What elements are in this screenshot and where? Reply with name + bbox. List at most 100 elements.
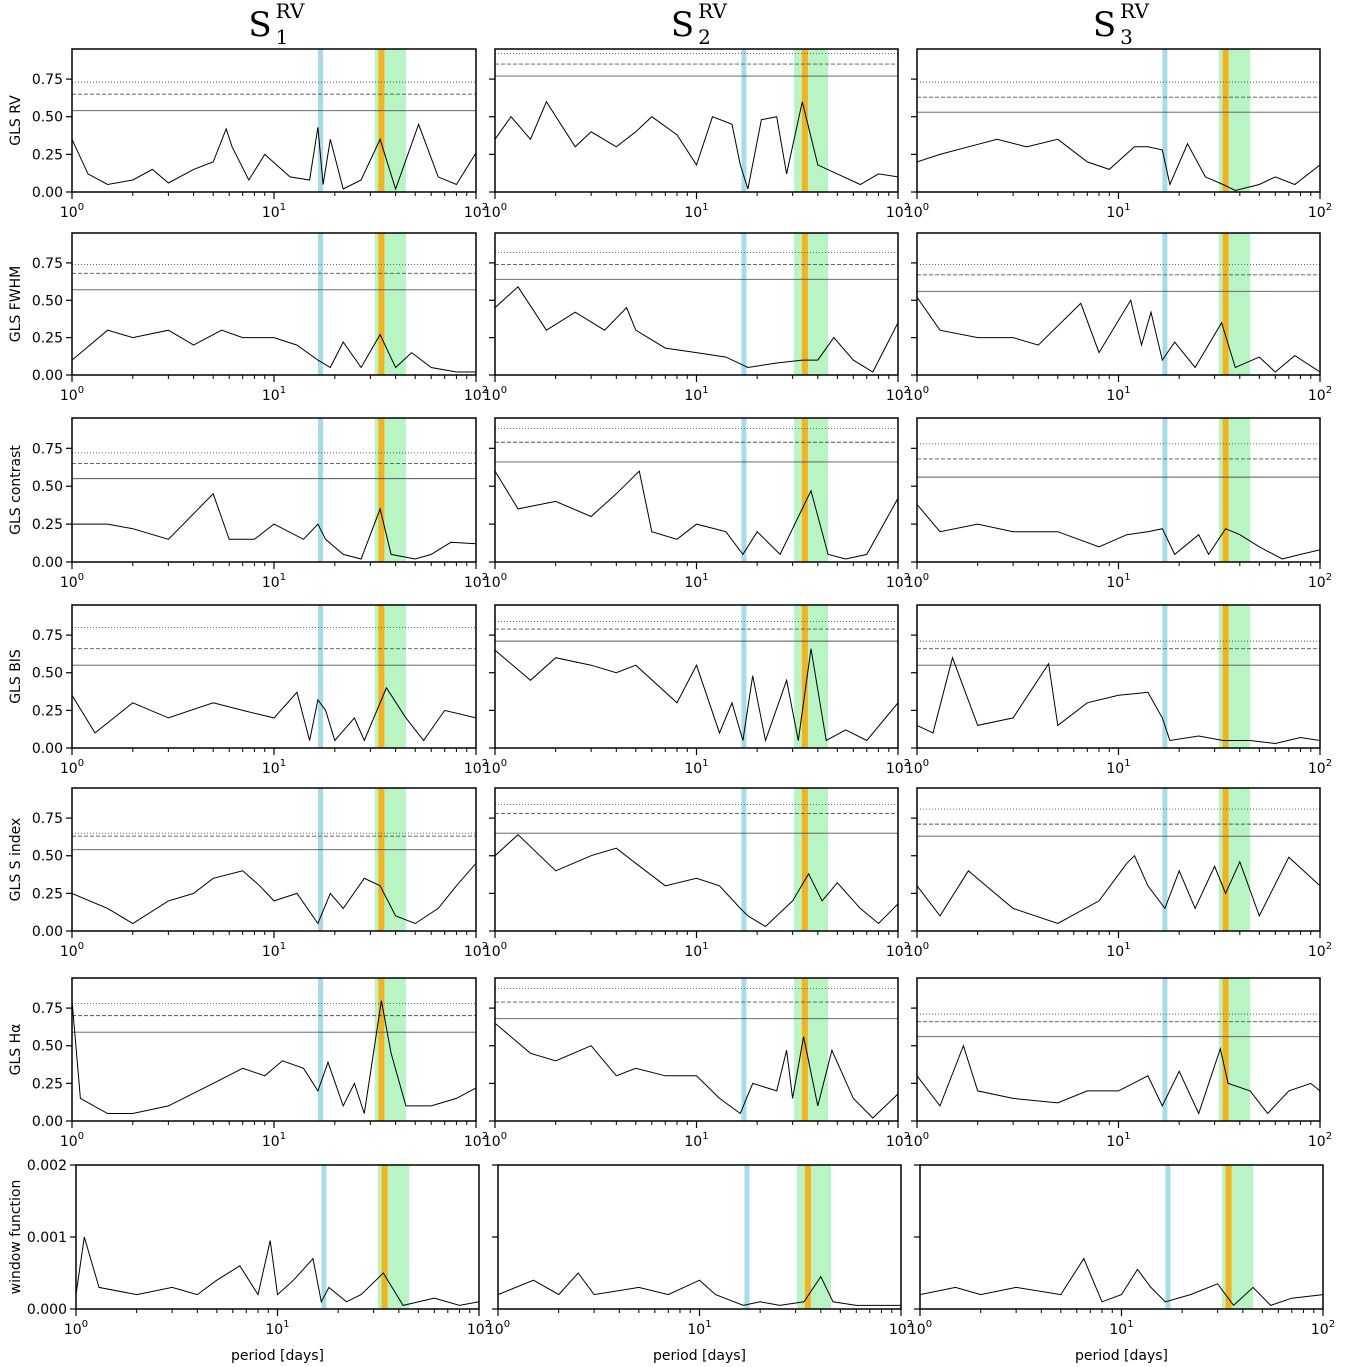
column-title-1-sub: 1	[276, 25, 289, 49]
column-title-1-sup: RV	[276, 0, 305, 23]
panel-content-r1c1	[72, 49, 476, 192]
x-tick-label-exp-r3c2: 1	[702, 572, 708, 583]
panel-frame-r2c3	[916, 232, 1321, 376]
panel-frame-r6c1	[71, 977, 477, 1122]
x-tick-label-r1c3: 101	[1106, 202, 1130, 221]
panel-frame-r7c2	[497, 1164, 902, 1310]
panel-content-r6c1	[72, 978, 476, 1121]
x-tick-label-exp-r4c2: 2	[904, 758, 910, 769]
y-tick-label-r4c1: 0.00	[32, 741, 63, 757]
rotation-band-r5c2	[794, 788, 829, 931]
y-tick-label-r5c1: 0.00	[32, 924, 63, 940]
x-tick-label-r7c2: 100	[486, 1319, 510, 1338]
x-tick-label-exp-r6c2: 0	[501, 1131, 507, 1142]
x-tick-label-exp-r1c1: 1	[280, 202, 286, 213]
x-tick-label-exp-r7c2: 0	[504, 1319, 510, 1330]
x-tick-label-r3c2: 100	[483, 572, 507, 591]
panel-r2c1: 100 101 1 0 2 0.00 0.25 0.50 0.75	[32, 232, 488, 404]
x-tick-label-exp-r5c1: 2	[482, 941, 488, 952]
y-tick-label-r6c1: 0.75	[32, 1001, 63, 1017]
column-title-2-sup: RV	[698, 0, 727, 23]
rotation-band-r6c2	[794, 978, 829, 1121]
panel-frame-r1c1	[71, 48, 477, 193]
x-axis-labels: period [days] period [days] period [days]	[231, 1348, 1168, 1364]
x-tick-label-r5c1: 100	[60, 941, 84, 960]
y-tick-label-r2c1: 0.25	[32, 331, 63, 347]
panel-r1c3: 100 101 102	[905, 48, 1332, 221]
panel-r1c1: 100 101 1 0 2 0.00 0.25 0.50 0.75	[32, 48, 488, 221]
periodogram-line-r2c2	[495, 286, 898, 373]
panel-content-r6c2	[495, 978, 898, 1121]
x-tick-label-r1c1: 101	[262, 202, 286, 221]
y-tick-label-r1c1: 0.50	[32, 110, 63, 126]
panel-frame-r7c1	[75, 1164, 480, 1310]
x-tick-label-r3c3: 100	[905, 572, 929, 591]
x-tick-label-exp-r4c3: 0	[923, 758, 929, 769]
periodogram-line-r5c1	[72, 862, 476, 925]
x-tick-label-r4c1: 101	[262, 758, 286, 777]
panel-frame-r5c1	[71, 787, 477, 932]
x-tick-label-exp-r4c1: 0	[78, 758, 84, 769]
x-tick-label-exp-r2c3: 0	[923, 385, 929, 396]
x-tick-label-r2c2: 101	[684, 385, 708, 404]
panel-r6c2: 100 101 1 0 2	[483, 977, 910, 1150]
panel-content-r3c1	[72, 418, 476, 562]
x-tick-label-exp-r7c2: 2	[907, 1319, 913, 1330]
x-tick-label-exp-r1c1: 2	[482, 202, 488, 213]
x-tick-label-exp-r2c3: 2	[1326, 385, 1332, 396]
panel-frame-r4c2	[494, 604, 899, 749]
y-axis-label-row-2: GLS FWHM	[8, 266, 24, 343]
x-tick-label-r4c1: 100	[60, 758, 84, 777]
panel-content-r3c3	[917, 418, 1320, 562]
x-tick-label-exp-r3c2: 0	[501, 572, 507, 583]
x-tick-label-r6c2: 101	[684, 1131, 708, 1150]
column-title-3-main: S	[1093, 5, 1116, 45]
panel-r6c3: 100 101 102	[905, 977, 1332, 1150]
y-tick-label-r5c1: 0.75	[32, 811, 63, 827]
x-tick-label-r5c1: 101	[262, 941, 286, 960]
x-tick-label-r7c3: 102	[1311, 1319, 1335, 1338]
x-tick-label-r3c3: 101	[1106, 572, 1130, 591]
rotation-band-r2c2	[794, 233, 829, 375]
x-tick-label-r1c2: 101	[684, 202, 708, 221]
panel-frame-r4c1	[71, 604, 477, 749]
x-tick-label-exp-r2c1: 1	[280, 385, 286, 396]
x-tick-label-r6c3: 102	[1308, 1131, 1332, 1150]
x-tick-label-exp-r3c1: 0	[78, 572, 84, 583]
x-tick-label-exp-r3c2: 2	[904, 572, 910, 583]
column-title-2-main: S	[671, 5, 694, 45]
panel-frame-r5c2	[494, 787, 899, 932]
y-tick-label-r3c1: 0.25	[32, 517, 63, 533]
x-tick-label-exp-r1c3: 0	[923, 202, 929, 213]
panel-content-r2c2	[495, 233, 898, 375]
x-tick-label-r5c3: 100	[905, 941, 929, 960]
x-tick-label-exp-r2c1: 2	[482, 385, 488, 396]
x-tick-label-r2c1: 100	[60, 385, 84, 404]
x-tick-label-exp-r5c2: 1	[702, 941, 708, 952]
x-tick-label-exp-r5c1: 0	[78, 941, 84, 952]
x-tick-label-r4c3: 101	[1106, 758, 1130, 777]
x-tick-label-exp-r2c2: 1	[702, 385, 708, 396]
y-tick-label-r7c1: 0.000	[27, 1302, 67, 1318]
x-tick-label-exp-r1c3: 1	[1124, 202, 1130, 213]
periodogram-line-r1c3	[917, 138, 1320, 192]
x-tick-label-r5c3: 101	[1106, 941, 1130, 960]
x-tick-label-exp-r1c2: 0	[501, 202, 507, 213]
periodogram-line-r1c2	[495, 100, 898, 190]
periodogram-line-r3c2	[495, 470, 898, 560]
column-title-3-sup: RV	[1120, 0, 1149, 23]
panel-content-r6c3	[917, 978, 1320, 1121]
periodogram-line-r3c3	[917, 504, 1320, 560]
y-tick-label-r7c1: 0.001	[27, 1230, 67, 1246]
x-tick-label-exp-r4c3: 2	[1326, 758, 1332, 769]
y-tick-label-r4c1: 0.50	[32, 666, 63, 682]
y-tick-label-r1c1: 0.75	[32, 72, 63, 88]
panel-r4c1: 100 101 1 0 2 0.00 0.25 0.50 0.75	[32, 604, 488, 777]
x-tick-label-exp-r5c1: 1	[280, 941, 286, 952]
x-tick-label-exp-r7c3: 0	[926, 1319, 932, 1330]
panel-content-r4c1	[72, 605, 476, 748]
x-tick-label-exp-r3c3: 1	[1124, 572, 1130, 583]
y-tick-label-r2c1: 0.00	[32, 368, 63, 384]
x-axis-label-col-3: period [days]	[1075, 1348, 1168, 1364]
